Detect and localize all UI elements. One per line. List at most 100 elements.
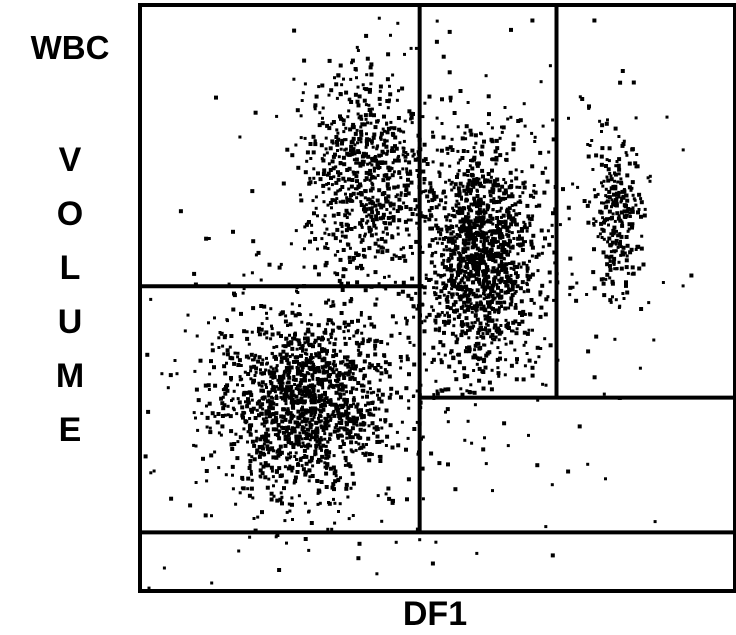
eosinophils-point [588,200,592,204]
lymphocytes-point [304,348,308,352]
lymphocytes-point [342,376,347,380]
monocytes-point [422,142,427,147]
monocytes-point [411,112,415,116]
eosinophils-point [616,180,620,184]
monocytes-point [369,233,374,238]
neutrophils-point [475,336,479,340]
neutrophils-point [514,331,519,336]
lymphocytes-point [407,406,411,410]
monocytes-point [302,58,307,63]
neutrophils-point [458,89,463,93]
lymphocytes-point [269,491,274,496]
lymphocytes-point [334,474,338,478]
lymphocytes-point [266,463,271,468]
monocytes-point [377,16,381,20]
monocytes-point [325,151,329,155]
lymphocytes-point [328,379,332,384]
neutrophils-point [520,242,525,247]
neutrophils-point [463,131,467,135]
neutrophils-point [513,220,517,224]
monocytes-point [359,140,363,144]
lymphocytes-point [318,409,323,414]
neutrophils-point [456,186,461,191]
neutrophils-point [482,208,486,212]
neutrophils-point [460,332,464,336]
lymphocytes-point [296,338,301,343]
neutrophils-point [526,214,531,219]
eosinophils-point [616,245,620,249]
lymphocytes-point [352,334,356,338]
monocytes-point [366,162,370,166]
neutrophils-point [490,157,494,161]
lymphocytes-point [207,388,211,391]
lymphocytes-point [344,459,348,463]
neutrophils-point [489,387,494,392]
monocytes-point [349,144,354,149]
lymphocytes-point [404,447,408,452]
lymphocytes-point [316,491,320,495]
neutrophils-point [460,195,463,199]
eosinophils-point [629,188,633,192]
neutrophils-point [442,330,446,335]
neutrophils-point [511,141,516,146]
eosinophils-point [604,194,608,198]
neutrophils-point [452,268,456,272]
lymphocytes-point [264,330,269,335]
neutrophils-point [422,285,427,290]
lymphocytes-point [217,466,221,470]
monocytes-point [399,191,403,195]
lymphocytes-point [307,468,311,472]
neutrophils-point [433,292,438,297]
lymphocytes-point [229,334,234,338]
eosinophils-point [605,195,609,199]
neutrophils-point [472,221,477,226]
lymphocytes-point [247,342,251,346]
neutrophils-point [477,264,481,268]
monocytes-point [364,207,369,212]
monocytes-point [302,374,307,379]
lymphocytes-point [345,431,350,436]
lymphocytes-point [296,398,300,402]
lymphocytes-point [317,443,321,447]
monocytes-point [331,166,336,171]
neutrophils-point [522,220,526,224]
monocytes-point [407,160,412,165]
lymphocytes-point [333,469,338,474]
neutrophils-point [514,290,518,293]
lymphocytes-point [298,313,302,316]
neutrophils-point [432,286,436,290]
monocytes-point [335,96,339,100]
neutrophils-point [463,349,468,354]
lymphocytes-point [262,332,266,336]
eosinophils-point [631,193,635,197]
lymphocytes-point [257,332,262,337]
lymphocytes-point [267,451,271,455]
lymphocytes-point [237,549,241,553]
neutrophils-point [492,197,496,201]
neutrophils-point [487,295,491,299]
neutrophils-point [509,222,514,227]
neutrophils-point [486,235,490,239]
lymphocytes-point [348,435,353,440]
lymphocytes-point [326,440,330,444]
lymphocytes-point [310,412,314,416]
neutrophils-point [462,366,467,371]
eosinophils-point [586,220,591,225]
lymphocytes-point [252,517,256,520]
lymphocytes-point [310,323,314,327]
eosinophils-point [612,225,617,230]
neutrophils-point [532,301,536,305]
monocytes-point [408,171,413,176]
neutrophils-point [450,180,454,184]
neutrophils-point [483,251,487,255]
monocytes-point [353,92,358,97]
neutrophils-point [461,184,465,188]
lymphocytes-point [308,421,312,425]
eosinophils-point [599,277,604,282]
neutrophils-point [537,203,542,208]
lymphocytes-point [310,423,314,427]
lymphocytes-point [188,503,193,508]
monocytes-point [313,181,317,185]
eosinophils-point [620,198,624,202]
neutrophils-point [462,376,466,379]
